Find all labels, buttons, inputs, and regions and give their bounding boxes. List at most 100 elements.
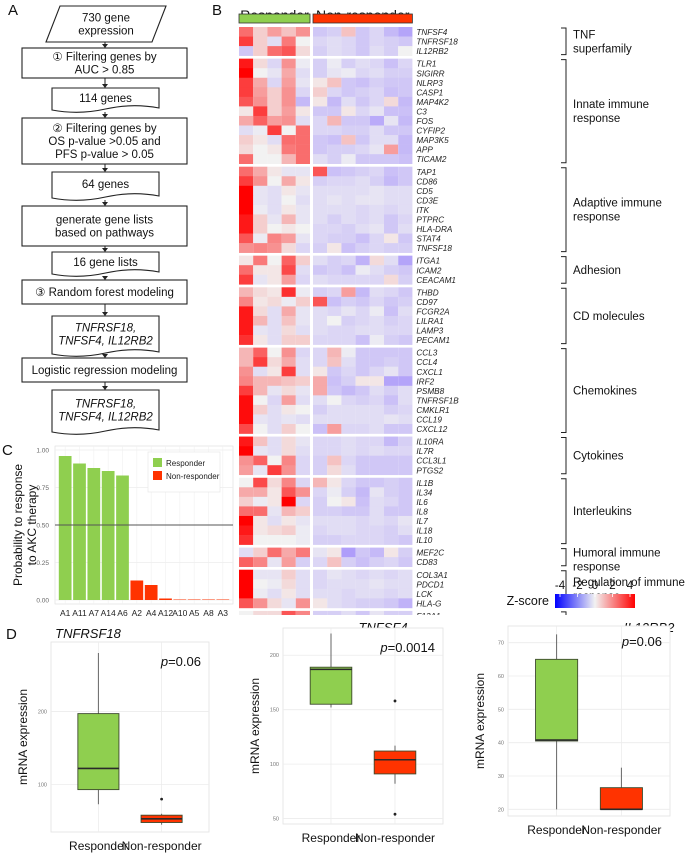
heatmap-cell <box>398 477 413 488</box>
heatmap-cell <box>341 166 356 177</box>
flow-step-text: 114 genes <box>79 93 132 105</box>
heatmap-cell <box>295 579 310 590</box>
heatmap-cell <box>384 224 399 234</box>
heatmap-cell <box>253 414 268 425</box>
heatmap-cell <box>295 404 310 415</box>
heatmap-cell <box>281 224 296 234</box>
heatmap-cell <box>239 176 254 187</box>
heatmap-cell <box>253 135 268 145</box>
heatmap-cell <box>384 46 399 56</box>
heatmap-cell <box>398 68 413 79</box>
heatmap-cell <box>369 315 384 326</box>
heatmap-cell <box>313 36 328 47</box>
arrow-icon <box>102 84 108 88</box>
boxplot-il12rb2: IL12RB2203040506070ResponderNon-responde… <box>473 620 675 837</box>
heatmap-cell <box>369 306 384 317</box>
heatmap-cell <box>355 588 370 599</box>
y-tick-label: 50 <box>273 817 279 823</box>
heatmap-cell <box>341 446 356 456</box>
heatmap-cell <box>267 115 282 126</box>
gene-label: IL7 <box>416 517 428 526</box>
heatmap-cell <box>253 306 268 317</box>
heatmap-cell <box>341 477 356 488</box>
colorbar-label: Z-score <box>507 594 549 608</box>
heatmap-cell <box>267 106 282 117</box>
heatmap-cell <box>267 77 282 88</box>
heatmap-cell <box>369 446 384 456</box>
p-symbol: p <box>621 634 629 649</box>
heatmap-cell <box>398 135 413 145</box>
heatmap-cell <box>281 274 296 285</box>
p-value: =0.06 <box>168 654 201 669</box>
heatmap-cell <box>313 465 328 476</box>
y-tick-label: 150 <box>270 708 279 714</box>
heatmap-cell <box>398 515 413 526</box>
heatmap-cell <box>253 465 268 476</box>
heatmap-cell <box>341 265 356 276</box>
group-bar <box>312 13 413 24</box>
heatmap-cell <box>239 265 254 276</box>
heatmap-cell <box>267 204 282 215</box>
heatmap-cell <box>398 315 413 326</box>
heatmap-cell <box>253 214 268 225</box>
heatmap-cell <box>295 557 310 567</box>
heatmap-cell <box>281 106 296 117</box>
gene-label: CD5 <box>416 187 433 196</box>
heatmap-cell <box>267 166 282 177</box>
heatmap-cell <box>267 176 282 187</box>
heatmap-cell <box>295 58 310 69</box>
heatmap-cell <box>267 265 282 276</box>
heatmap-cell <box>384 265 399 276</box>
heatmap-cell <box>398 347 413 358</box>
heatmap-cell <box>253 610 268 615</box>
bar <box>159 598 172 600</box>
heatmap-cell <box>313 506 328 517</box>
heatmap-cell <box>313 515 328 526</box>
heatmap-cell <box>281 214 296 225</box>
category-label: Humoral immune <box>573 548 661 560</box>
heatmap-cell <box>253 176 268 187</box>
gene-label: TNFRSF18 <box>416 38 458 47</box>
heatmap-cell <box>281 424 296 434</box>
category-label: CD molecules <box>573 311 645 323</box>
heatmap-cell <box>295 569 310 580</box>
heatmap-cell <box>341 243 356 253</box>
heatmap-cell <box>295 274 310 285</box>
heatmap-cell <box>253 357 268 367</box>
plot-area <box>507 625 671 817</box>
heatmap-cell <box>341 68 356 79</box>
heatmap-cell <box>341 515 356 526</box>
gene-label: ITK <box>416 206 429 215</box>
y-axis-label: Probability to response <box>11 464 25 586</box>
heatmap-cell <box>369 404 384 415</box>
heatmap-cell <box>327 166 342 177</box>
arrow-icon <box>102 276 108 280</box>
heatmap-cell <box>281 315 296 326</box>
heatmap-cell <box>369 27 384 37</box>
heatmap-cell <box>239 376 254 387</box>
heatmap-cell <box>369 569 384 580</box>
heatmap-cell <box>295 515 310 526</box>
y-axis-label: mRNA expression <box>473 673 487 769</box>
heatmap-cell <box>398 579 413 590</box>
flow-step-text: 64 genes <box>82 179 130 191</box>
x-tick-label: A10 <box>172 608 187 618</box>
heatmap-cell <box>384 515 399 526</box>
gene-label: LCK <box>416 590 432 599</box>
bar <box>202 599 215 600</box>
heatmap-cell <box>355 125 370 136</box>
heatmap-cell <box>341 414 356 425</box>
heatmap-cell <box>384 506 399 517</box>
gene-label: IL7R <box>416 447 433 456</box>
heatmap-cell <box>398 465 413 476</box>
heatmap-cell <box>355 243 370 253</box>
heatmap-cell <box>281 195 296 206</box>
heatmap-cell <box>295 135 310 145</box>
heatmap-cell <box>313 204 328 215</box>
category-label: Interleukins <box>573 506 632 518</box>
heatmap-cell <box>369 515 384 526</box>
gene-label: IL10 <box>416 536 432 545</box>
heatmap-cell <box>398 204 413 215</box>
heatmap-cell <box>384 214 399 225</box>
